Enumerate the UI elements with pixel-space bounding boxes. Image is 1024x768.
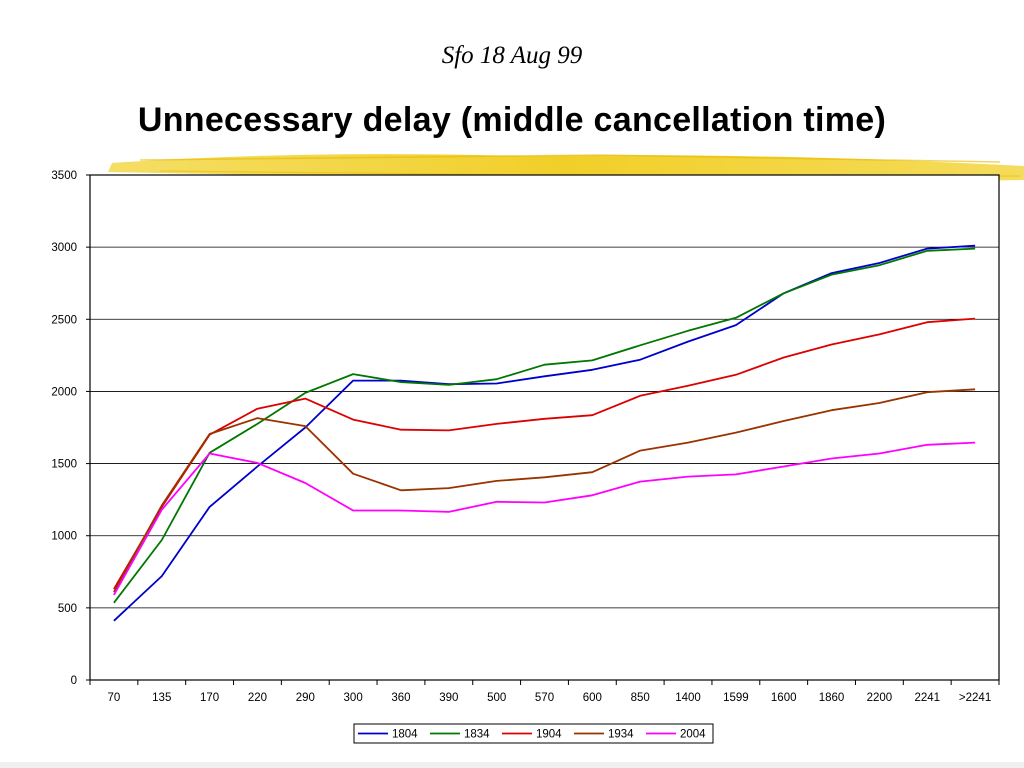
x-tick-label: >2241 xyxy=(959,692,991,704)
series-line-1934 xyxy=(113,388,976,593)
y-tick-label: 0 xyxy=(71,675,77,687)
series-line-1904 xyxy=(113,317,976,590)
x-tick-label: 1860 xyxy=(819,692,845,704)
legend-label: 1834 xyxy=(464,729,490,741)
y-axis-tick-labels: 0 500 1000 1500 2000 2500 3000 3500 xyxy=(51,170,77,687)
x-tick-label: 1400 xyxy=(675,692,701,704)
slide-subtitle: Sfo 18 Aug 99 xyxy=(441,42,583,69)
x-tick-label: 850 xyxy=(631,692,650,704)
y-tick-label: 2500 xyxy=(51,314,77,326)
slide-title: Unnecessary delay (middle cancellation t… xyxy=(137,101,887,139)
x-tick-label: 2241 xyxy=(914,692,940,704)
gridlines xyxy=(86,174,1000,685)
legend-label: 1804 xyxy=(392,729,418,741)
x-tick-label: 360 xyxy=(391,692,410,704)
series-lines xyxy=(113,244,976,622)
y-tick-label: 1500 xyxy=(51,459,77,471)
y-tick-label: 1000 xyxy=(51,531,77,543)
x-tick-label: 290 xyxy=(296,692,315,704)
footer-bar xyxy=(0,762,1024,768)
x-tick-label: 600 xyxy=(583,692,602,704)
x-tick-label: 2200 xyxy=(867,692,893,704)
x-axis-tick-labels: 70 135 170 220 290 300 360 390 500 570 600 850 1400 1… xyxy=(108,692,992,704)
x-tick-label: 1599 xyxy=(723,692,749,704)
x-tick-label: 170 xyxy=(200,692,219,704)
series-line-2004 xyxy=(113,441,976,596)
y-tick-label: 2000 xyxy=(51,386,77,398)
legend-box xyxy=(353,723,714,744)
x-tick-label: 300 xyxy=(344,692,363,704)
x-tick-label: 220 xyxy=(248,692,267,704)
y-tick-label: 3000 xyxy=(51,242,77,254)
legend-label: 2004 xyxy=(680,729,706,741)
series-line-1804 xyxy=(113,244,976,622)
x-tick-label: 390 xyxy=(439,692,458,704)
x-tick-label: 1600 xyxy=(771,692,797,704)
x-tick-label: 70 xyxy=(108,692,121,704)
x-tick-label: 570 xyxy=(535,692,554,704)
chart-legend: 1804 1834 1904 1934 2004 xyxy=(353,723,714,744)
y-tick-label: 500 xyxy=(58,603,77,615)
x-tick-label: 135 xyxy=(152,692,171,704)
series-line-1834 xyxy=(113,247,976,604)
legend-label: 1904 xyxy=(536,729,562,741)
y-tick-label: 3500 xyxy=(51,170,77,182)
x-tick-label: 500 xyxy=(487,692,506,704)
legend-label: 1934 xyxy=(608,729,634,741)
plot-area xyxy=(89,174,1000,681)
